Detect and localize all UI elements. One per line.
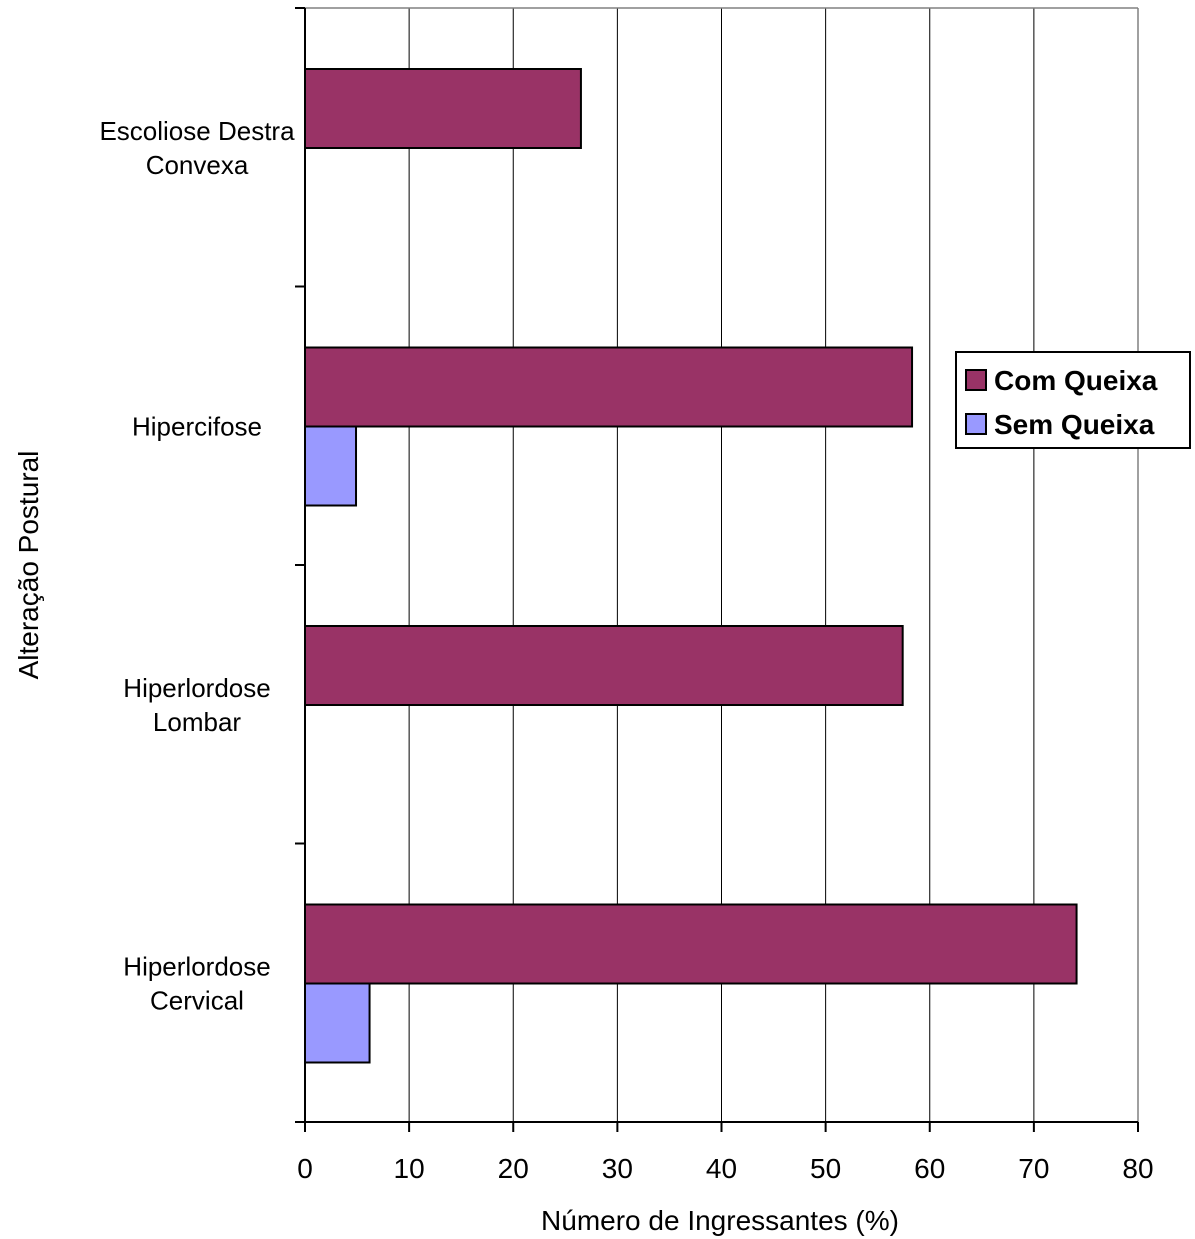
category-label: Lombar bbox=[153, 707, 241, 737]
category-label: Cervical bbox=[150, 986, 244, 1016]
x-tick-labels: 0 10 20 30 40 50 60 70 80 bbox=[297, 1153, 1153, 1184]
category-label: Convexa bbox=[146, 150, 249, 180]
bar-com-queixa-2 bbox=[304, 625, 904, 706]
bar-com-queixa-3 bbox=[304, 903, 1078, 985]
axes bbox=[295, 7, 1139, 1132]
x-tick-label: 60 bbox=[914, 1153, 945, 1184]
bar-com-queixa-0 bbox=[304, 68, 582, 149]
legend-swatch bbox=[965, 369, 987, 391]
legend-label: Com Queixa bbox=[994, 365, 1158, 396]
legend-swatch bbox=[965, 413, 987, 435]
y-axis-title: Alteração Postural bbox=[13, 451, 44, 680]
x-axis-title: Número de Ingressantes (%) bbox=[541, 1205, 899, 1236]
legend-box bbox=[955, 351, 1191, 449]
x-tick-label: 10 bbox=[394, 1153, 425, 1184]
category-label: Hiperlordose bbox=[123, 673, 270, 703]
category-label: Hipercifose bbox=[132, 412, 262, 442]
x-tick-label: 0 bbox=[297, 1153, 313, 1184]
x-tick-label: 50 bbox=[810, 1153, 841, 1184]
x-tick-label: 20 bbox=[498, 1153, 529, 1184]
x-tick-label: 30 bbox=[602, 1153, 633, 1184]
category-label: Hiperlordose bbox=[123, 952, 270, 982]
grid-lines bbox=[305, 7, 1139, 1122]
bar-sem-queixa-3 bbox=[304, 982, 371, 1064]
bars bbox=[304, 68, 1078, 1064]
x-tick-label: 40 bbox=[706, 1153, 737, 1184]
legend-label: Sem Queixa bbox=[994, 409, 1155, 440]
legend: Com Queixa Sem Queixa bbox=[955, 351, 1191, 449]
category-label: Escoliose Destra bbox=[99, 116, 295, 146]
category-labels: Escoliose Destra Convexa Hipercifose Hiperl… bbox=[99, 116, 295, 1016]
x-tick-label: 80 bbox=[1122, 1153, 1153, 1184]
x-tick-label: 70 bbox=[1018, 1153, 1049, 1184]
bar-com-queixa-1 bbox=[304, 346, 914, 428]
bar-sem-queixa-1 bbox=[304, 425, 358, 507]
